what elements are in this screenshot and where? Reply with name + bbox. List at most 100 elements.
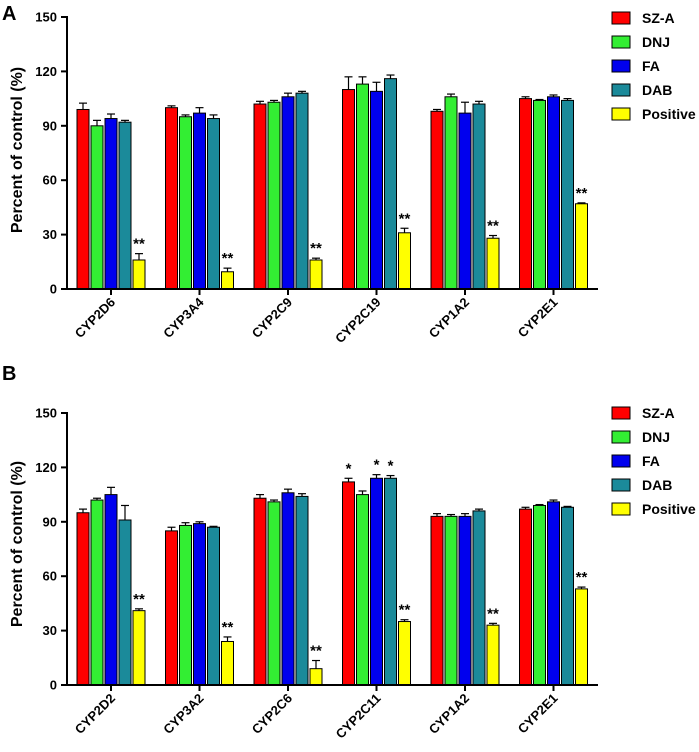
significance-marker: ** xyxy=(487,605,499,622)
bar xyxy=(267,501,281,686)
legend-label: SZ-A xyxy=(642,10,675,26)
bar xyxy=(342,481,355,686)
x-tick-label: CYP2C9 xyxy=(249,295,295,341)
y-ticks: 0 30 60 90 120 150 xyxy=(35,10,67,297)
bar xyxy=(104,118,118,290)
bar xyxy=(519,98,532,290)
bar xyxy=(444,515,458,686)
significance-marker: ** xyxy=(222,619,234,636)
bar xyxy=(575,588,588,686)
legend-label: FA xyxy=(642,58,660,74)
significance-marker: ** xyxy=(399,602,411,619)
legend: SZ-A DNJ FA DAB Positive xyxy=(611,10,696,122)
y-tick-label: 150 xyxy=(35,10,57,25)
bar xyxy=(76,512,90,686)
bar xyxy=(342,89,355,290)
bars: ******* * *** **** xyxy=(76,457,588,686)
significance-marker: ** xyxy=(399,210,411,227)
y-tick-label: 90 xyxy=(43,514,57,529)
y-tick-label: 60 xyxy=(43,569,57,584)
legend-label: Positive xyxy=(642,106,696,122)
bar xyxy=(193,112,206,290)
legend-swatch xyxy=(611,107,631,121)
x-tick-label: CYP2C11 xyxy=(333,691,384,742)
bar xyxy=(281,492,295,686)
legend-swatch xyxy=(611,11,631,25)
bar xyxy=(132,610,146,686)
panel-b: B Percent of control (%) 0 30 60 90 120 150 *… xyxy=(2,363,696,741)
bar xyxy=(430,515,444,686)
x-tick-label: CYP2D6 xyxy=(72,295,118,341)
y-tick-label: 120 xyxy=(35,64,57,79)
significance-marker: * xyxy=(388,458,394,475)
significance-marker: ** xyxy=(576,185,588,202)
y-axis-label: Percent of control (%) xyxy=(9,67,26,233)
x-tick-label: CYP2C19 xyxy=(332,295,383,346)
y-axis-label: Percent of control (%) xyxy=(9,461,26,627)
bar xyxy=(384,78,397,290)
x-tick-label: CYP2E1 xyxy=(515,295,561,341)
y-tick-label: 0 xyxy=(50,678,57,693)
bar xyxy=(104,494,118,686)
panel-letter: B xyxy=(2,363,16,385)
bar xyxy=(398,621,411,686)
significance-marker: * xyxy=(374,457,380,474)
significance-marker: ** xyxy=(133,591,145,608)
legend-label: DAB xyxy=(642,82,672,98)
significance-marker: ** xyxy=(487,218,499,235)
bar xyxy=(281,96,295,290)
bar xyxy=(207,526,220,686)
bar xyxy=(533,99,546,290)
bar xyxy=(295,495,309,686)
legend-swatch xyxy=(611,83,631,97)
bar xyxy=(295,92,309,290)
legend-swatch xyxy=(611,59,631,73)
bar xyxy=(309,259,323,290)
bars: ** ** ** ** ** ** xyxy=(76,74,588,290)
bar xyxy=(398,232,411,290)
legend-swatch xyxy=(611,35,631,49)
axes xyxy=(66,412,598,686)
x-tick-label: CYP1A2 xyxy=(426,295,472,341)
legend-label: DNJ xyxy=(642,34,670,50)
legend-label: FA xyxy=(642,453,660,469)
x-tick-label: CYP2D2 xyxy=(72,691,118,737)
bar xyxy=(575,203,588,290)
legend: SZ-A DNJ FA DAB Positive xyxy=(611,405,696,517)
legend-label: DAB xyxy=(642,477,672,493)
legend-label: Positive xyxy=(642,501,696,517)
x-tick-label: CYP3A2 xyxy=(160,691,206,737)
y-tick-label: 30 xyxy=(43,227,57,242)
bar xyxy=(207,118,220,290)
bar xyxy=(356,83,369,290)
bar xyxy=(309,668,323,686)
bar xyxy=(253,103,267,290)
bar xyxy=(472,103,486,290)
bar xyxy=(118,121,132,290)
bar xyxy=(179,524,192,686)
bar xyxy=(472,510,486,686)
y-tick-label: 120 xyxy=(35,460,57,475)
bar xyxy=(76,108,90,290)
bar xyxy=(179,116,192,290)
legend-swatch xyxy=(611,454,631,468)
bar xyxy=(519,508,532,686)
legend-swatch xyxy=(611,502,631,516)
bar xyxy=(430,110,444,290)
bar xyxy=(118,519,132,686)
x-ticks: CYP2D2 CYP3A2 CYP2C6 CYP2C11 CYP1A2 CYP2E1 xyxy=(72,685,561,741)
bar xyxy=(90,499,104,686)
significance-marker: ** xyxy=(222,250,234,267)
x-ticks: CYP2D6 CYP3A4 CYP2C9 CYP2C19 CYP1A2 CYP2E1 xyxy=(72,289,561,346)
significance-marker: * xyxy=(346,460,352,477)
bar xyxy=(356,494,369,686)
y-tick-label: 30 xyxy=(43,623,57,638)
axes xyxy=(66,16,598,290)
bar xyxy=(444,96,458,290)
significance-marker: ** xyxy=(310,240,322,257)
bar xyxy=(221,640,234,686)
bar xyxy=(458,112,472,290)
legend-label: DNJ xyxy=(642,429,670,445)
bar xyxy=(221,271,234,290)
